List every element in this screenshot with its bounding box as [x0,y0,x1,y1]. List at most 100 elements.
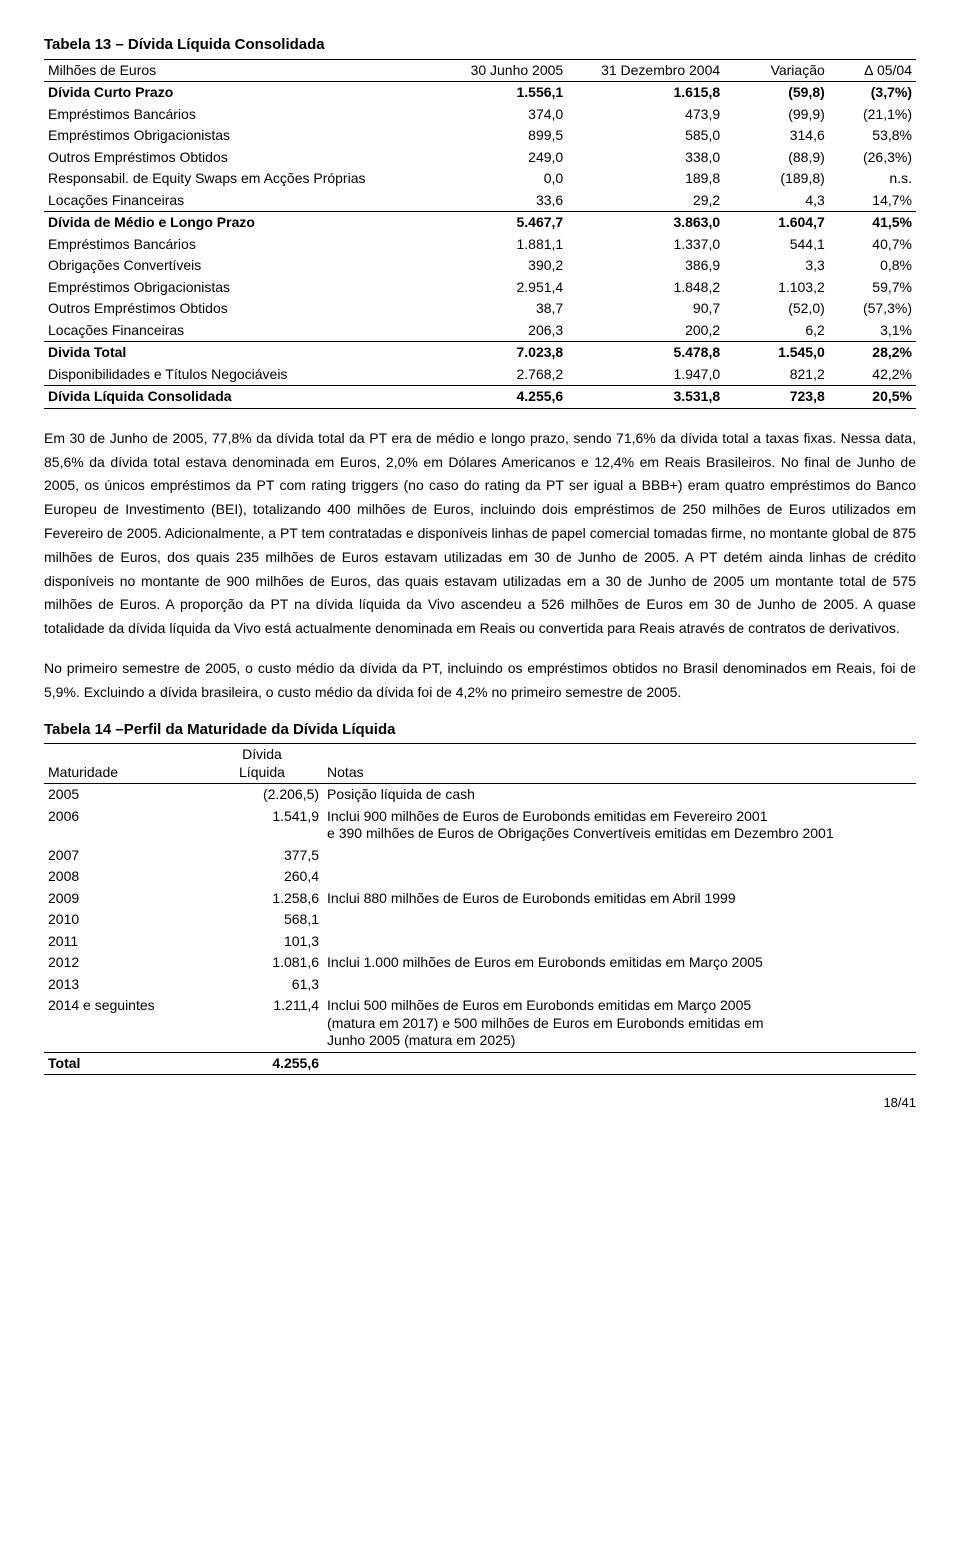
table-cell: 200,2 [567,320,724,342]
table-cell: Outros Empréstimos Obtidos [44,298,428,320]
table-cell: 585,0 [567,125,724,147]
table-cell: Total [44,1052,201,1075]
table-cell: 6,2 [724,320,829,342]
table-cell: (189,8) [724,168,829,190]
table-cell: 5.478,8 [567,342,724,364]
table-row: Outros Empréstimos Obtidos38,790,7(52,0)… [44,298,916,320]
table-row: Disponibilidades e Títulos Negociáveis2.… [44,364,916,386]
table-cell: 473,9 [567,104,724,126]
t13-h0: Milhões de Euros [44,59,428,82]
table-row: 2011101,3 [44,931,916,953]
table-cell: 0,0 [428,168,568,190]
table-cell: 1.337,0 [567,234,724,256]
table-cell: Dívida Líquida Consolidada [44,386,428,409]
table-row: Divida Total7.023,85.478,81.545,028,2% [44,342,916,364]
table-cell: 41,5% [829,212,916,234]
table-row: 201361,3 [44,974,916,996]
table-cell: 14,7% [829,190,916,212]
table-cell: 189,8 [567,168,724,190]
table-cell: 7.023,8 [428,342,568,364]
table-cell: Posição líquida de cash [323,784,916,806]
table-cell: 206,3 [428,320,568,342]
table-cell [323,1052,916,1075]
table-cell: 1.947,0 [567,364,724,386]
table-row: Dívida Curto Prazo1.556,11.615,8(59,8)(3… [44,82,916,104]
table-cell: 723,8 [724,386,829,409]
table-cell: 2.768,2 [428,364,568,386]
table-row: Empréstimos Obrigacionistas2.951,41.848,… [44,277,916,299]
table-cell: 821,2 [724,364,829,386]
table-cell: 1.103,2 [724,277,829,299]
table13-header-row: Milhões de Euros 30 Junho 2005 31 Dezemb… [44,59,916,82]
table-cell: Inclui 900 milhões de Euros de Eurobonds… [323,806,916,845]
table-cell: Disponibilidades e Títulos Negociáveis [44,364,428,386]
t14-h2: Notas [323,744,916,784]
table-cell: Empréstimos Bancários [44,234,428,256]
table-cell: 42,2% [829,364,916,386]
table-cell: 390,2 [428,255,568,277]
table-row: 2005(2.206,5)Posição líquida de cash [44,784,916,806]
table-row: 2007377,5 [44,845,916,867]
table-cell: 249,0 [428,147,568,169]
table-cell: 40,7% [829,234,916,256]
table14-body: 2005(2.206,5)Posição líquida de cash2006… [44,784,916,1075]
t13-h3: Variação [724,59,829,82]
table-cell: 2005 [44,784,201,806]
table13-body: Dívida Curto Prazo1.556,11.615,8(59,8)(3… [44,82,916,409]
table-cell: (26,3%) [829,147,916,169]
table-cell: 2.951,4 [428,277,568,299]
table-cell: Responsabil. de Equity Swaps em Acções P… [44,168,428,190]
table-cell: 260,4 [201,866,323,888]
table-cell: Inclui 1.000 milhões de Euros em Eurobon… [323,952,916,974]
table-cell [323,931,916,953]
table-cell: Dívida de Médio e Longo Prazo [44,212,428,234]
t13-h1: 30 Junho 2005 [428,59,568,82]
table-cell: 3.863,0 [567,212,724,234]
table-row: Outros Empréstimos Obtidos249,0338,0(88,… [44,147,916,169]
table-cell: 1.881,1 [428,234,568,256]
table-cell: 1.541,9 [201,806,323,845]
table-cell: 1.848,2 [567,277,724,299]
table13: Milhões de Euros 30 Junho 2005 31 Dezemb… [44,59,916,409]
table-cell: (59,8) [724,82,829,104]
table-cell: Empréstimos Obrigacionistas [44,277,428,299]
table-row: 2010568,1 [44,909,916,931]
table-cell: 1.258,6 [201,888,323,910]
t13-h4: ∆ 05/04 [829,59,916,82]
table-cell: 3,1% [829,320,916,342]
table-cell: 4,3 [724,190,829,212]
table-cell: 29,2 [567,190,724,212]
table-cell: Obrigações Convertíveis [44,255,428,277]
table-cell: (2.206,5) [201,784,323,806]
table-cell: 2012 [44,952,201,974]
table-cell: 33,6 [428,190,568,212]
table-cell: 1.556,1 [428,82,568,104]
table-cell: 377,5 [201,845,323,867]
table-cell: 1.545,0 [724,342,829,364]
table-cell [323,974,916,996]
table-cell: 899,5 [428,125,568,147]
table-row: 2014 e seguintes1.211,4Inclui 500 milhõe… [44,995,916,1052]
table-cell: 1.615,8 [567,82,724,104]
table-cell: 101,3 [201,931,323,953]
table-row: Locações Financeiras206,3200,26,23,1% [44,320,916,342]
page-number: 18/41 [44,1095,916,1111]
table-cell: 2011 [44,931,201,953]
table-cell: (3,7%) [829,82,916,104]
table-cell: 38,7 [428,298,568,320]
table-cell: 386,9 [567,255,724,277]
table-row: 20061.541,9Inclui 900 milhões de Euros d… [44,806,916,845]
table-cell: 1.081,6 [201,952,323,974]
table-row: Locações Financeiras33,629,24,314,7% [44,190,916,212]
table-cell [323,866,916,888]
table-cell: 1.604,7 [724,212,829,234]
table-row: 20091.258,6Inclui 880 milhões de Euros d… [44,888,916,910]
table-row: Empréstimos Bancários1.881,11.337,0544,1… [44,234,916,256]
table-cell [323,909,916,931]
table13-title: Tabela 13 – Dívida Líquida Consolidada [44,36,916,55]
table-row: Empréstimos Bancários374,0473,9(99,9)(21… [44,104,916,126]
table-cell: 5.467,7 [428,212,568,234]
table-cell: (99,9) [724,104,829,126]
table14-title: Tabela 14 –Perfil da Maturidade da Dívid… [44,721,916,740]
table-cell: Outros Empréstimos Obtidos [44,147,428,169]
